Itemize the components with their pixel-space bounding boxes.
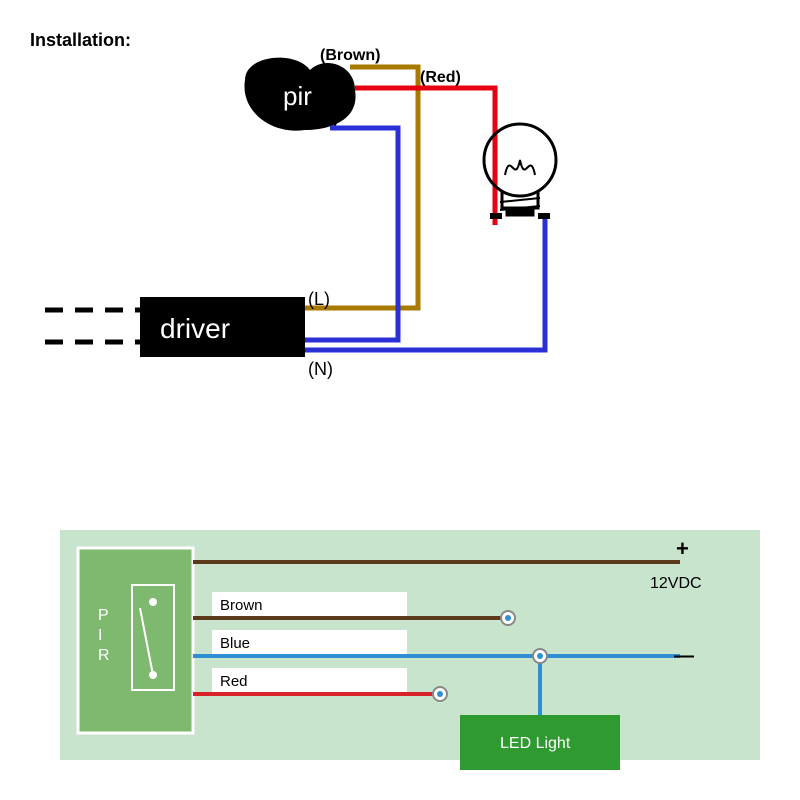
node-1 — [501, 611, 515, 625]
node-3 — [433, 687, 447, 701]
brown-wire-label: (Brown) — [320, 47, 380, 64]
led-label: LED Light — [500, 735, 571, 752]
node-2 — [533, 649, 547, 663]
red-row-label: Red — [220, 673, 248, 690]
pir-label: pir — [283, 81, 312, 111]
driver-label: driver — [160, 313, 230, 344]
driver-input-wires — [45, 310, 140, 342]
red-wire-label: (Red) — [420, 69, 461, 86]
terminal-n-label: (N) — [308, 359, 333, 379]
terminal-l-label: (L) — [308, 289, 330, 309]
wiring-diagram-top: pir (Brown) (Red) (Blue) driver (L) (N) — [0, 10, 800, 430]
red-wire — [355, 88, 495, 225]
voltage-label: 12VDC — [650, 575, 702, 592]
brown-row-label: Brown — [220, 597, 263, 614]
minus-label: — — [674, 645, 694, 667]
blue-wire-bulb — [305, 225, 545, 350]
blue-row-label: Blue — [220, 635, 250, 652]
plus-label: + — [676, 536, 689, 561]
pir-module: P I R — [78, 548, 193, 733]
wiring-diagram-bottom: P I R + 12VDC Brown Blue — Red LED Light — [60, 530, 760, 780]
blue-wire-label: (Blue) — [293, 110, 338, 127]
